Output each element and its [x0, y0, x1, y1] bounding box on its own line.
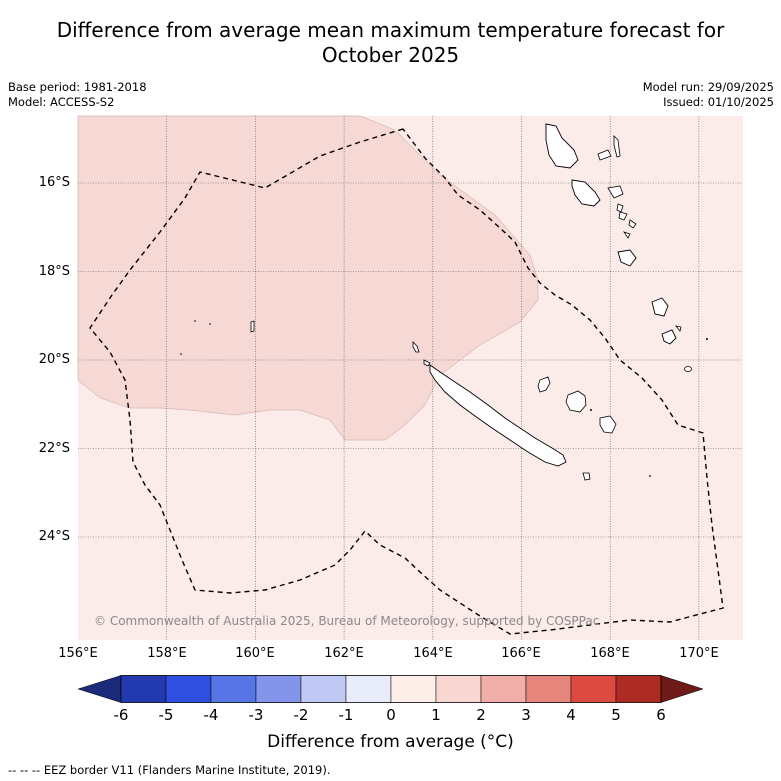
walpole-island	[649, 475, 651, 477]
colorbar-bin	[525, 675, 572, 703]
colorbar-tick: -5	[158, 706, 174, 724]
colorbar-tick: -4	[203, 706, 219, 724]
tanna-island	[661, 329, 677, 345]
run-info: Model run: 29/09/2025 Issued: 01/10/2025	[643, 80, 774, 110]
colorbar-tick: 6	[656, 706, 666, 724]
futuna-island	[706, 338, 708, 340]
colorbar-title: Difference from average (°C)	[267, 732, 514, 752]
efate-island	[617, 249, 637, 267]
ambrym-island	[607, 185, 624, 199]
eez-legend-note: -- -- -- EEZ border V11 (Flanders Marine…	[8, 763, 331, 777]
colorbar-bin	[165, 675, 212, 703]
lat-label-24s: 24°S	[38, 529, 70, 544]
lat-label-22s: 22°S	[38, 441, 70, 456]
colorbar-bin	[390, 675, 437, 703]
colorbar-tick: 4	[566, 706, 576, 724]
chart-title: Difference from average mean maximum tem…	[0, 18, 781, 68]
colorbar-bin	[480, 675, 527, 703]
islet-dot	[590, 409, 592, 411]
colorbar-tick: -6	[113, 706, 129, 724]
colorbar-extend-high	[660, 675, 704, 703]
colorbar-bin	[570, 675, 617, 703]
ambae-island	[597, 149, 612, 161]
lon-label-156e: 156°E	[58, 646, 98, 661]
lon-label-160e: 160°E	[235, 646, 275, 661]
belep-islands	[412, 341, 420, 353]
colorbar-tick: -1	[338, 706, 354, 724]
islet-east	[675, 325, 682, 332]
islet-north	[423, 359, 431, 367]
lifou-island	[565, 390, 587, 413]
copyright-notice: © Commonwealth of Australia 2025, Bureau…	[94, 614, 600, 628]
colorbar-bin	[300, 675, 347, 703]
colorbar-tick: -2	[293, 706, 309, 724]
colorbar-bin	[435, 675, 482, 703]
lon-label-162e: 162°E	[324, 646, 364, 661]
model-run: Model run: 29/09/2025	[642, 80, 774, 94]
colorbar-tick: 3	[521, 706, 531, 724]
colorbar-frame	[120, 675, 662, 703]
graticule	[78, 116, 743, 640]
lon-label-166e: 166°E	[501, 646, 541, 661]
colorbar-tick: 1	[431, 706, 441, 724]
colorbar-bin	[255, 675, 302, 703]
colorbar-tick: 0	[386, 706, 396, 724]
aneityum-island	[684, 366, 692, 372]
lon-label-164e: 164°E	[413, 646, 453, 661]
colorbar-bin	[210, 675, 257, 703]
colorbar	[77, 675, 704, 703]
ouvea-island	[537, 376, 551, 393]
lon-label-170e: 170°E	[679, 646, 719, 661]
shepherd-islands	[628, 219, 637, 229]
erromango-island	[651, 297, 669, 317]
small-islet	[623, 231, 631, 239]
mare-island	[599, 415, 617, 434]
colorbar-tick: 5	[611, 706, 621, 724]
lon-label-158e: 158°E	[147, 646, 187, 661]
maewo-island	[613, 135, 621, 158]
model-name: Model: ACCESS-S2	[8, 95, 115, 109]
lat-label-16s: 16°S	[38, 175, 70, 190]
lon-label-168e: 168°E	[590, 646, 630, 661]
reef-dot-2	[209, 323, 211, 325]
colorbar-bin	[345, 675, 392, 703]
colorbar-extend-low	[77, 675, 122, 703]
lat-label-18s: 18°S	[38, 264, 70, 279]
base-info: Base period: 1981-2018 Model: ACCESS-S2	[8, 80, 147, 110]
title-line-1: Difference from average mean maximum tem…	[56, 18, 725, 42]
base-period: Base period: 1981-2018	[8, 80, 147, 94]
reef-dot-3	[180, 353, 182, 355]
espiritu-santo	[545, 123, 579, 169]
colorbar-bin	[615, 675, 662, 703]
new-caledonia-grande-terre	[429, 364, 567, 467]
warmer-anomaly-region	[77, 115, 539, 441]
colorbar-tick: -3	[248, 706, 264, 724]
epi-island	[618, 211, 628, 221]
lat-label-20s: 20°S	[38, 352, 70, 367]
malakula-island	[571, 179, 601, 207]
isle-of-pines	[582, 472, 591, 481]
issued-date: Issued: 01/10/2025	[663, 95, 774, 109]
colorbar-bin	[120, 675, 167, 703]
reef-dot-1	[194, 320, 196, 322]
colorbar-tick: 2	[476, 706, 486, 724]
title-line-2: October 2025	[321, 43, 460, 67]
chesterfield-reef	[250, 320, 255, 333]
